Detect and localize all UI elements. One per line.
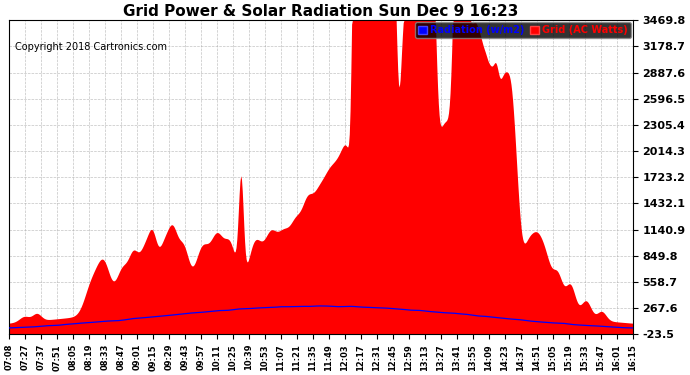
Text: Copyright 2018 Cartronics.com: Copyright 2018 Cartronics.com (15, 42, 167, 52)
Legend: Radiation (w/m2), Grid (AC Watts): Radiation (w/m2), Grid (AC Watts) (415, 22, 631, 38)
Title: Grid Power & Solar Radiation Sun Dec 9 16:23: Grid Power & Solar Radiation Sun Dec 9 1… (123, 4, 518, 19)
